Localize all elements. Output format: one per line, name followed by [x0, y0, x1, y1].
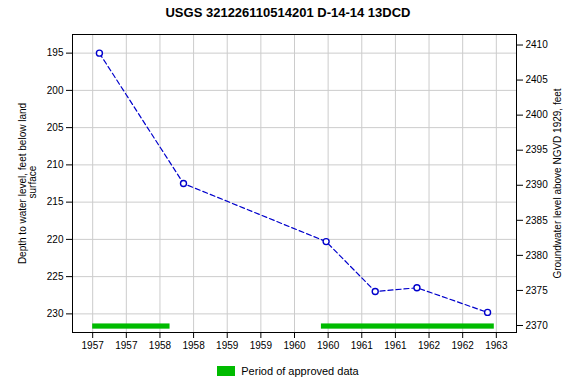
- svg-text:2390: 2390: [526, 179, 549, 190]
- svg-text:225: 225: [47, 271, 64, 282]
- svg-text:2380: 2380: [526, 250, 549, 261]
- svg-text:220: 220: [47, 234, 64, 245]
- svg-text:1959: 1959: [250, 340, 273, 351]
- svg-text:200: 200: [47, 85, 64, 96]
- svg-text:215: 215: [47, 196, 64, 207]
- svg-text:2405: 2405: [526, 74, 549, 85]
- svg-text:2385: 2385: [526, 215, 549, 226]
- svg-text:1961: 1961: [351, 340, 374, 351]
- svg-text:1959: 1959: [216, 340, 239, 351]
- svg-text:1960: 1960: [317, 340, 340, 351]
- svg-text:210: 210: [47, 159, 64, 170]
- svg-text:2400: 2400: [526, 109, 549, 120]
- svg-text:230: 230: [47, 308, 64, 319]
- svg-text:1961: 1961: [384, 340, 407, 351]
- svg-text:195: 195: [47, 47, 64, 58]
- svg-text:2370: 2370: [526, 320, 549, 331]
- svg-text:2375: 2375: [526, 285, 549, 296]
- svg-text:2410: 2410: [526, 39, 549, 50]
- html-text:USGS 321226110514201 D-14-14 1: USGS 321226110514201 D-14-14 13DCD: [165, 5, 411, 20]
- svg-text:1962: 1962: [418, 340, 441, 351]
- svg-text:1957: 1957: [82, 340, 105, 351]
- svg-text:205: 205: [47, 122, 64, 133]
- svg-text:1960: 1960: [283, 340, 306, 351]
- svg-text:1958: 1958: [149, 340, 172, 351]
- svg-text:1962: 1962: [452, 340, 475, 351]
- svg-text:Groundwater level above NGVD 1: Groundwater level above NGVD 1929, feet: [552, 88, 563, 278]
- svg-text:1957: 1957: [115, 340, 138, 351]
- svg-text:1958: 1958: [182, 340, 205, 351]
- html-text:Period of approved data: Period of approved data: [241, 365, 359, 377]
- svg-text:1963: 1963: [485, 340, 508, 351]
- svg-text:Depth to water level, feet bel: Depth to water level, feet below land su…: [17, 103, 38, 264]
- svg-text:2395: 2395: [526, 144, 549, 155]
